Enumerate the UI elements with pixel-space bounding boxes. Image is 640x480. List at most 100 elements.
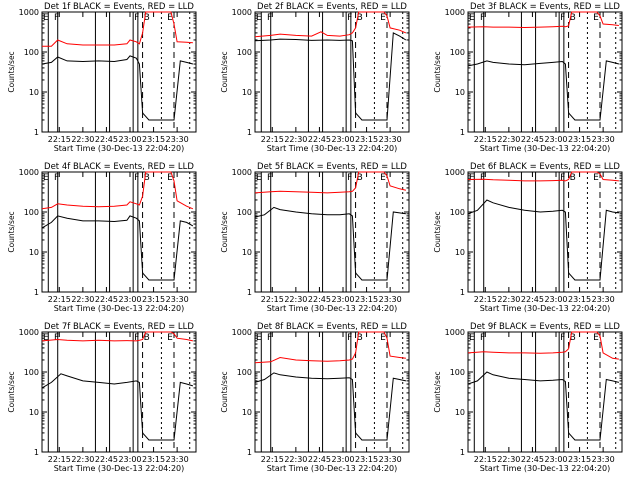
y-axis-label: Counts/sec <box>7 51 16 92</box>
event-marker-label: E <box>380 13 386 23</box>
x-tick-label: 23:30 <box>379 455 402 464</box>
events-series-line <box>467 371 620 441</box>
y-axis-label: Counts/sec <box>433 51 442 92</box>
y-tick-label: 1 <box>34 448 39 457</box>
lld-series-line <box>467 11 619 29</box>
plot-frame <box>254 171 410 293</box>
event-marker-label: E <box>380 333 386 343</box>
x-tick-label: 22:30 <box>284 295 307 304</box>
x-tick-label: 22:45 <box>95 135 118 144</box>
event-marker-label: E <box>380 173 386 183</box>
y-axis-label: Counts/sec <box>7 211 16 252</box>
y-tick-label: 10 <box>242 88 252 97</box>
x-tick-label: 22:15 <box>261 455 284 464</box>
x-tick-label: 22:15 <box>261 295 284 304</box>
detector-panel: Det 8f BLACK = Events, RED = LLD 1 10 100 10… <box>220 322 410 473</box>
x-axis-label: Start Time (30-Dec-13 22:04:20) <box>54 144 185 153</box>
events-series-line <box>467 60 620 121</box>
y-axis-label: Counts/sec <box>433 371 442 412</box>
plot-frame <box>254 11 410 133</box>
y-tick-label: 1 <box>247 448 252 457</box>
y-tick-label: 1 <box>460 288 465 297</box>
event-marker-label: B <box>144 13 150 23</box>
plot-frame <box>467 331 623 453</box>
panel-title: Det 6f BLACK = Events, RED = LLD <box>470 162 620 172</box>
y-tick-label: 1 <box>460 128 465 137</box>
x-tick-label: 22:30 <box>284 455 307 464</box>
events-series-line <box>41 215 194 281</box>
event-marker-label: F <box>134 13 139 23</box>
detector-panel: Det 4f BLACK = Events, RED = LLD 1 10 100 10… <box>7 162 197 313</box>
y-tick-label: 10 <box>29 408 39 417</box>
event-marker-label: F <box>560 173 565 183</box>
y-axis-label: Counts/sec <box>7 371 16 412</box>
lld-series-line <box>41 171 194 210</box>
x-axis-label: Start Time (30-Dec-13 22:04:20) <box>480 144 611 153</box>
y-tick-label: 100 <box>24 368 39 377</box>
y-tick-label: 100 <box>237 368 252 377</box>
x-tick-label: 22:30 <box>284 135 307 144</box>
y-tick-label: 100 <box>237 208 252 217</box>
x-axis-label: Start Time (30-Dec-13 22:04:20) <box>267 144 398 153</box>
y-tick-label: 1000 <box>232 8 252 17</box>
x-axis-label: Start Time (30-Dec-13 22:04:20) <box>54 304 185 313</box>
x-tick-label: 23:00 <box>331 455 354 464</box>
event-marker-label: E <box>43 333 49 343</box>
lld-series-line <box>41 331 194 342</box>
event-marker-label: E <box>256 13 262 23</box>
y-tick-label: 1 <box>460 448 465 457</box>
event-marker-label: E <box>256 333 262 343</box>
panel-title: Det 8f BLACK = Events, RED = LLD <box>257 322 407 332</box>
event-marker-label: E <box>43 13 49 23</box>
y-tick-label: 1000 <box>19 328 39 337</box>
x-axis-label: Start Time (30-Dec-13 22:04:20) <box>267 304 398 313</box>
x-tick-label: 23:00 <box>544 295 567 304</box>
event-marker-label: F <box>347 13 352 23</box>
x-axis-label: Start Time (30-Dec-13 22:04:20) <box>480 464 611 473</box>
events-series-line <box>254 32 407 121</box>
plot-frame <box>467 171 623 293</box>
y-tick-label: 1000 <box>445 168 465 177</box>
lld-series-line <box>254 171 407 194</box>
x-tick-label: 23:15 <box>355 135 378 144</box>
event-marker-label: B <box>144 333 150 343</box>
lld-series-line <box>42 11 193 47</box>
detector-panel: Det 5f BLACK = Events, RED = LLD 1 10 100 10… <box>220 162 410 313</box>
event-marker-label: E <box>167 333 173 343</box>
event-marker-label: B <box>357 333 363 343</box>
x-tick-label: 22:45 <box>308 455 331 464</box>
x-tick-label: 23:00 <box>331 135 354 144</box>
panel-title: Det 7f BLACK = Events, RED = LLD <box>44 322 194 332</box>
panel-title: Det 5f BLACK = Events, RED = LLD <box>257 162 407 172</box>
event-marker-label: E <box>469 173 475 183</box>
x-tick-label: 22:15 <box>48 295 71 304</box>
y-tick-label: 1000 <box>445 328 465 337</box>
event-marker-label: E <box>593 173 599 183</box>
y-tick-label: 1000 <box>232 168 252 177</box>
y-tick-label: 1000 <box>19 8 39 17</box>
y-tick-label: 10 <box>455 88 465 97</box>
x-axis-label: Start Time (30-Dec-13 22:04:20) <box>267 464 398 473</box>
detector-panel: Det 2f BLACK = Events, RED = LLD 1 10 100 10… <box>220 2 410 153</box>
event-marker-label: F <box>267 333 272 343</box>
y-tick-label: 1 <box>247 128 252 137</box>
y-tick-label: 10 <box>455 408 465 417</box>
detector-panel: Det 9f BLACK = Events, RED = LLD 1 10 100 10… <box>433 322 623 473</box>
x-tick-label: 23:15 <box>142 455 165 464</box>
y-axis-label: Counts/sec <box>433 211 442 252</box>
panel-title: Det 1f BLACK = Events, RED = LLD <box>44 2 194 12</box>
event-marker-label: F <box>134 173 139 183</box>
plot-frame <box>467 11 623 133</box>
y-tick-label: 10 <box>455 248 465 257</box>
x-tick-label: 23:30 <box>166 455 189 464</box>
lld-series-line <box>254 11 407 38</box>
event-marker-label: B <box>570 173 576 183</box>
y-tick-label: 1000 <box>445 8 465 17</box>
x-tick-label: 23:15 <box>568 295 591 304</box>
event-marker-label: B <box>357 13 363 23</box>
x-tick-label: 23:15 <box>355 295 378 304</box>
event-marker-label: E <box>593 13 599 23</box>
x-tick-label: 23:30 <box>166 295 189 304</box>
x-tick-label: 22:30 <box>497 455 520 464</box>
x-tick-label: 23:30 <box>379 295 402 304</box>
